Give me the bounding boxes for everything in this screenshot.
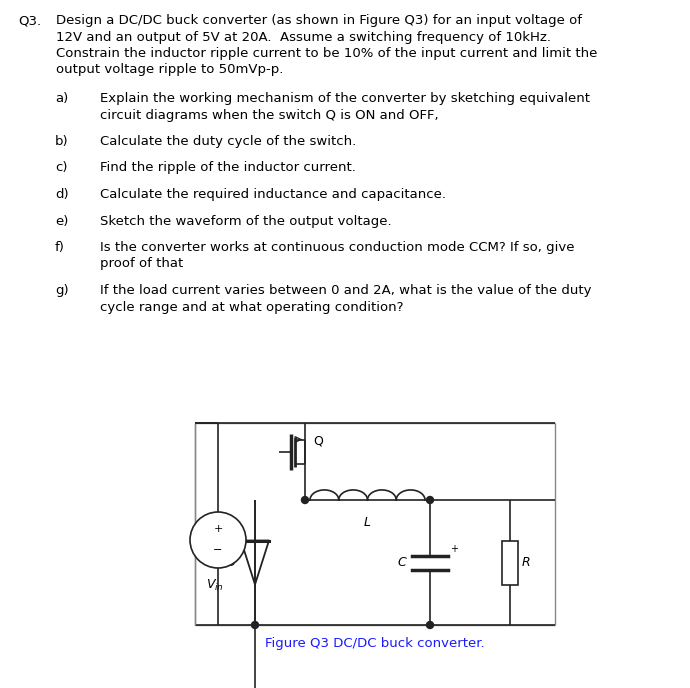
- Text: d): d): [55, 188, 68, 201]
- Text: 12V and an output of 5V at 20A.  Assume a switching frequency of 10kHz.: 12V and an output of 5V at 20A. Assume a…: [56, 30, 551, 43]
- Text: Design a DC/DC buck converter (as shown in Figure Q3) for an input voltage of: Design a DC/DC buck converter (as shown …: [56, 14, 582, 27]
- Text: Sketch the waveform of the output voltage.: Sketch the waveform of the output voltag…: [100, 215, 392, 228]
- Text: R: R: [522, 556, 531, 569]
- Text: cycle range and at what operating condition?: cycle range and at what operating condit…: [100, 301, 404, 314]
- Circle shape: [426, 497, 433, 504]
- Text: Q3.: Q3.: [18, 14, 41, 27]
- Text: a): a): [55, 92, 68, 105]
- Text: D: D: [226, 556, 235, 569]
- Text: +: +: [213, 524, 223, 535]
- Text: c): c): [55, 162, 68, 175]
- Circle shape: [302, 497, 308, 504]
- Text: circuit diagrams when the switch Q is ON and OFF,: circuit diagrams when the switch Q is ON…: [100, 109, 439, 122]
- Text: Find the ripple of the inductor current.: Find the ripple of the inductor current.: [100, 162, 356, 175]
- Text: C: C: [397, 556, 406, 569]
- Text: Q: Q: [313, 435, 323, 448]
- Text: If the load current varies between 0 and 2A, what is the value of the duty: If the load current varies between 0 and…: [100, 284, 591, 297]
- Circle shape: [426, 621, 433, 629]
- Text: −: −: [213, 545, 223, 555]
- Text: b): b): [55, 135, 68, 148]
- Bar: [502, 541, 518, 585]
- Text: Calculate the duty cycle of the switch.: Calculate the duty cycle of the switch.: [100, 135, 356, 148]
- Circle shape: [251, 621, 259, 629]
- Text: Figure Q3 DC/DC buck converter.: Figure Q3 DC/DC buck converter.: [265, 637, 485, 650]
- Text: Calculate the required inductance and capacitance.: Calculate the required inductance and ca…: [100, 188, 446, 201]
- Text: L: L: [364, 516, 371, 529]
- Text: g): g): [55, 284, 68, 297]
- Text: Is the converter works at continuous conduction mode CCM? If so, give: Is the converter works at continuous con…: [100, 241, 575, 254]
- Text: $V_{in}$: $V_{in}$: [206, 578, 224, 593]
- Text: output voltage ripple to 50mVp-p.: output voltage ripple to 50mVp-p.: [56, 63, 284, 76]
- Text: proof of that: proof of that: [100, 257, 184, 270]
- Text: f): f): [55, 241, 65, 254]
- Text: Explain the working mechanism of the converter by sketching equivalent: Explain the working mechanism of the con…: [100, 92, 590, 105]
- Text: +: +: [450, 544, 458, 554]
- Circle shape: [190, 512, 246, 568]
- Text: e): e): [55, 215, 68, 228]
- Text: Constrain the inductor ripple current to be 10% of the input current and limit t: Constrain the inductor ripple current to…: [56, 47, 598, 60]
